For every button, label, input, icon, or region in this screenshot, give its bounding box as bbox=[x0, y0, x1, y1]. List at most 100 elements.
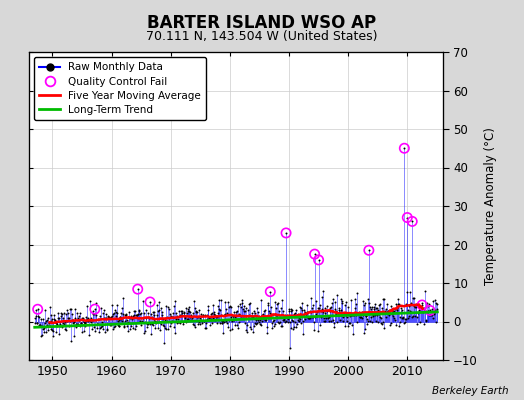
Point bbox=[275, 320, 283, 326]
Point bbox=[389, 306, 397, 313]
Point bbox=[356, 314, 365, 320]
Point bbox=[110, 324, 118, 330]
Point bbox=[146, 299, 154, 305]
Point bbox=[250, 308, 258, 314]
Point bbox=[397, 308, 405, 315]
Point bbox=[129, 312, 138, 318]
Point bbox=[115, 317, 124, 323]
Point bbox=[95, 316, 103, 322]
Point bbox=[367, 306, 376, 312]
Point bbox=[34, 306, 42, 312]
Point bbox=[430, 311, 439, 318]
Point bbox=[243, 322, 251, 328]
Point bbox=[48, 316, 57, 323]
Point bbox=[246, 326, 255, 332]
Point bbox=[403, 214, 411, 221]
Point bbox=[367, 314, 375, 320]
Point bbox=[310, 319, 319, 325]
Point bbox=[324, 314, 332, 321]
Point bbox=[141, 307, 150, 314]
Point bbox=[73, 315, 82, 321]
Point bbox=[31, 313, 40, 320]
Point bbox=[219, 330, 227, 336]
Point bbox=[114, 322, 122, 328]
Point bbox=[382, 306, 390, 312]
Point bbox=[261, 316, 269, 323]
Point bbox=[266, 310, 274, 316]
Point bbox=[388, 309, 397, 315]
Point bbox=[173, 316, 182, 322]
Point bbox=[234, 303, 243, 310]
Point bbox=[187, 312, 195, 318]
Point bbox=[416, 318, 424, 325]
Point bbox=[376, 313, 384, 320]
Point bbox=[418, 302, 426, 308]
Point bbox=[177, 312, 185, 318]
Point bbox=[89, 308, 97, 314]
Point bbox=[392, 322, 400, 328]
Point bbox=[73, 310, 81, 316]
Point bbox=[180, 310, 188, 316]
Point bbox=[185, 304, 194, 311]
Point bbox=[86, 318, 95, 325]
Point bbox=[94, 320, 103, 327]
Point bbox=[191, 324, 199, 330]
Point bbox=[293, 312, 301, 318]
Y-axis label: Temperature Anomaly (°C): Temperature Anomaly (°C) bbox=[484, 127, 497, 285]
Point bbox=[53, 323, 61, 330]
Point bbox=[217, 320, 226, 326]
Point bbox=[373, 312, 381, 318]
Point bbox=[41, 318, 50, 324]
Point bbox=[208, 320, 216, 326]
Point bbox=[415, 307, 423, 313]
Point bbox=[421, 318, 430, 324]
Point bbox=[263, 330, 271, 336]
Point bbox=[192, 308, 200, 314]
Point bbox=[204, 315, 213, 322]
Point bbox=[62, 327, 70, 333]
Point bbox=[70, 314, 79, 321]
Point bbox=[371, 300, 379, 307]
Point bbox=[184, 308, 193, 314]
Point bbox=[411, 301, 420, 307]
Point bbox=[105, 314, 113, 320]
Point bbox=[322, 307, 331, 314]
Point bbox=[368, 304, 377, 310]
Point bbox=[206, 314, 214, 320]
Point bbox=[245, 312, 253, 318]
Point bbox=[130, 308, 139, 314]
Point bbox=[309, 302, 317, 308]
Point bbox=[333, 319, 341, 326]
Point bbox=[154, 325, 162, 331]
Point bbox=[181, 314, 189, 320]
Point bbox=[176, 312, 184, 318]
Point bbox=[300, 307, 308, 313]
Point bbox=[314, 328, 322, 334]
Point bbox=[167, 319, 176, 326]
Point bbox=[211, 317, 219, 323]
Point bbox=[170, 298, 179, 305]
Point bbox=[236, 301, 244, 308]
Point bbox=[364, 318, 372, 324]
Point bbox=[312, 308, 321, 315]
Point bbox=[112, 310, 121, 316]
Point bbox=[363, 320, 371, 327]
Point bbox=[348, 312, 356, 318]
Point bbox=[65, 315, 73, 321]
Point bbox=[147, 331, 155, 337]
Point bbox=[342, 312, 351, 318]
Point bbox=[224, 324, 232, 330]
Point bbox=[50, 316, 58, 323]
Point bbox=[414, 304, 423, 310]
Point bbox=[119, 295, 127, 302]
Point bbox=[159, 322, 167, 328]
Point bbox=[254, 316, 263, 323]
Point bbox=[280, 318, 289, 325]
Point bbox=[71, 306, 79, 312]
Point bbox=[172, 312, 181, 319]
Point bbox=[232, 312, 240, 318]
Point bbox=[222, 318, 231, 324]
Point bbox=[313, 304, 322, 311]
Point bbox=[155, 307, 163, 314]
Point bbox=[325, 314, 334, 320]
